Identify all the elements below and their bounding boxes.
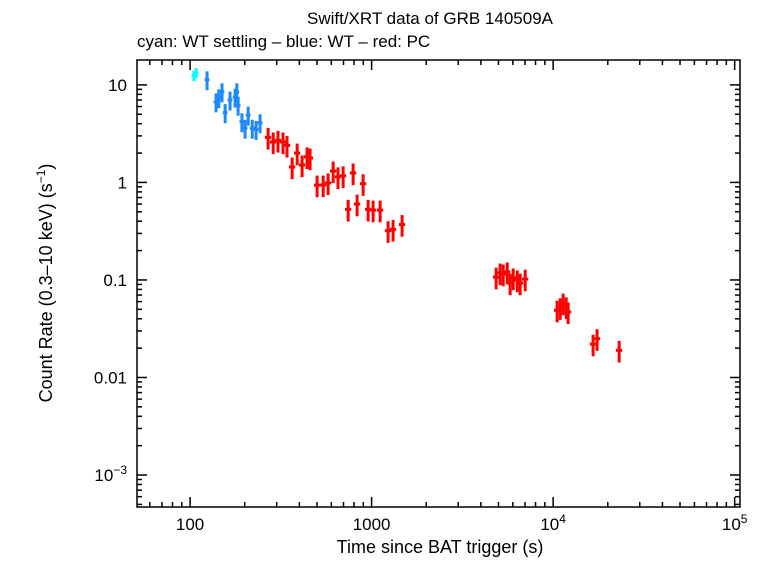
data-point xyxy=(279,132,287,155)
data-point xyxy=(503,262,511,285)
data-point xyxy=(293,143,301,166)
x-tick-label: 100 xyxy=(176,515,204,534)
data-point xyxy=(593,329,601,351)
data-point xyxy=(274,130,282,153)
y-tick-label: 1 xyxy=(118,173,127,192)
y-axis-label: Count Rate (0.3–10 keV) (s−1) xyxy=(34,164,56,403)
data-point xyxy=(369,200,377,223)
y-tick-label: 0.01 xyxy=(94,368,127,387)
data-point xyxy=(359,174,367,196)
data-point xyxy=(521,269,529,292)
data-point xyxy=(239,113,245,133)
data-point xyxy=(216,89,222,109)
y-tick-label: 0.1 xyxy=(103,271,127,290)
x-tick-label: 1000 xyxy=(353,515,391,534)
data-point xyxy=(298,155,306,178)
x-tick-label: 105 xyxy=(722,512,748,534)
data-point xyxy=(339,166,347,188)
x-axis-label: Time since BAT trigger (s) xyxy=(337,537,544,557)
data-point xyxy=(384,221,392,243)
data-point xyxy=(329,161,337,184)
chart-title: Swift/XRT data of GRB 140509A xyxy=(307,9,554,28)
data-point xyxy=(193,68,199,79)
data-point xyxy=(564,302,572,325)
data-point xyxy=(306,148,314,171)
data-point xyxy=(313,175,321,198)
data-point xyxy=(615,340,623,363)
data-point xyxy=(492,267,500,290)
data-point xyxy=(222,104,228,124)
data-point xyxy=(500,264,507,287)
data-point xyxy=(219,83,225,103)
data-point xyxy=(264,127,272,150)
data-point xyxy=(227,91,233,111)
data-point xyxy=(283,135,291,158)
data-point xyxy=(516,273,524,296)
data-point xyxy=(319,175,327,198)
plot-frame xyxy=(136,59,741,508)
data-point xyxy=(242,119,248,139)
data-point xyxy=(269,132,277,155)
data-point xyxy=(245,106,251,126)
data-point xyxy=(389,219,397,242)
data-point xyxy=(589,334,597,357)
data-point xyxy=(344,199,352,222)
y-tick-label: 10 xyxy=(108,76,127,95)
data-point xyxy=(509,268,517,291)
data-point xyxy=(257,114,263,134)
data-point xyxy=(204,71,210,91)
data-point xyxy=(398,215,406,237)
chart-subtitle: cyan: WT settling – blue: WT – red: PC xyxy=(137,32,430,51)
data-point xyxy=(349,163,357,186)
data-point xyxy=(353,194,361,217)
y-tick-label: 10−3 xyxy=(94,463,127,485)
data-point xyxy=(235,96,241,116)
x-tick-label: 104 xyxy=(540,512,566,534)
data-point xyxy=(288,157,296,180)
data-point xyxy=(253,120,259,140)
data-point xyxy=(324,173,332,196)
data-point xyxy=(376,200,384,223)
